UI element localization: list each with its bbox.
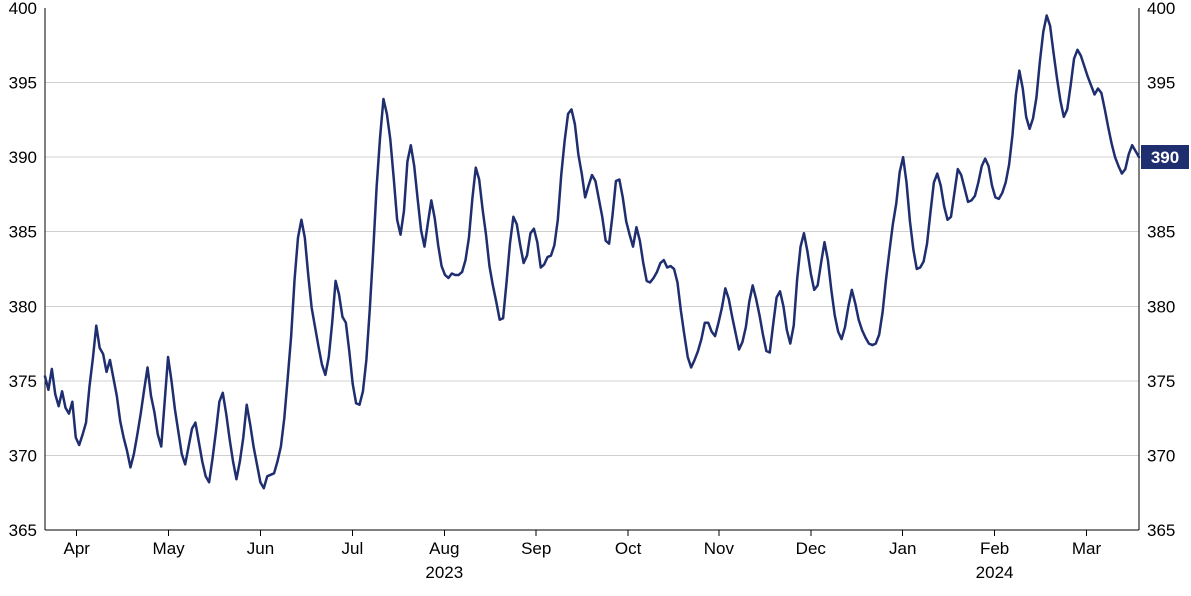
x-year-label: 2023 — [425, 563, 463, 582]
y-tick-label-right: 400 — [1147, 0, 1175, 18]
x-tick-label: Feb — [980, 539, 1009, 558]
x-tick-label: Jan — [889, 539, 916, 558]
x-year-label: 2024 — [976, 563, 1014, 582]
x-tick-label: Dec — [796, 539, 827, 558]
x-tick-label: Mar — [1072, 539, 1102, 558]
x-tick-label: Aug — [429, 539, 459, 558]
y-tick-label-right: 380 — [1147, 297, 1175, 316]
price-chart: 365 365 370 370 375 375 380 380 385 385 390 395 395 4… — [0, 0, 1191, 596]
y-tick-label-left: 395 — [9, 74, 37, 93]
last-value-badge-text: 390 — [1151, 148, 1179, 167]
x-tick-label: Oct — [615, 539, 642, 558]
y-tick-label-left: 365 — [9, 521, 37, 540]
y-tick-label-right: 375 — [1147, 372, 1175, 391]
x-tick-label: Nov — [704, 539, 735, 558]
y-tick-label-left: 390 — [9, 148, 37, 167]
x-tick-label: Apr — [63, 539, 90, 558]
y-tick-label-left: 380 — [9, 297, 37, 316]
y-tick-label-right: 395 — [1147, 74, 1175, 93]
y-tick-label-left: 375 — [9, 372, 37, 391]
y-tick-label-right: 385 — [1147, 223, 1175, 242]
x-tick-label: Sep — [521, 539, 551, 558]
y-tick-label-right: 365 — [1147, 521, 1175, 540]
y-tick-label-right: 370 — [1147, 446, 1175, 465]
x-tick-label: Jun — [247, 539, 274, 558]
x-tick-label: Jul — [342, 539, 364, 558]
y-tick-label-left: 385 — [9, 223, 37, 242]
y-tick-label-left: 370 — [9, 446, 37, 465]
y-tick-label-left: 400 — [9, 0, 37, 18]
x-tick-label: May — [153, 539, 186, 558]
chart-svg: 365 365 370 370 375 375 380 380 385 385 390 395 395 4… — [0, 0, 1191, 596]
